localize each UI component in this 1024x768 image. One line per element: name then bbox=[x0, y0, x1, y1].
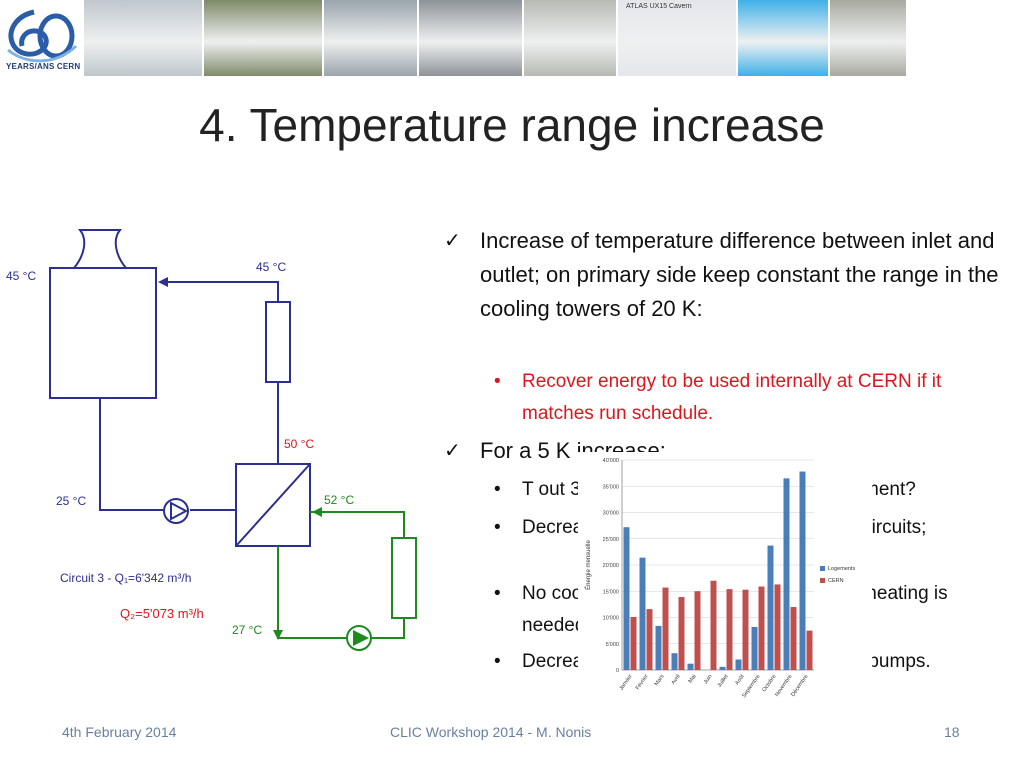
bar-logements bbox=[783, 478, 790, 670]
primary-filter bbox=[265, 301, 291, 383]
tunnel-photo bbox=[419, 0, 522, 76]
bar-cern bbox=[646, 609, 653, 670]
bar-cern bbox=[790, 607, 797, 670]
checkmark-icon: ✓ bbox=[444, 230, 461, 252]
bar-cern bbox=[726, 589, 733, 670]
y-tick-label: 40'000 bbox=[603, 458, 619, 464]
x-tick-label: Avril bbox=[671, 674, 682, 686]
y-tick-label: 5'000 bbox=[606, 642, 619, 648]
energy-chart: 0 5'000 10'000 15'000 20'000 25'000 30'000 35'0… bbox=[578, 452, 872, 710]
bar-cern bbox=[806, 630, 813, 670]
bar-cern bbox=[758, 586, 765, 670]
temp-hx-mid: 50 °C bbox=[284, 437, 314, 451]
y-tick-label: 30'000 bbox=[603, 511, 619, 517]
temp-hx-top: 45 °C bbox=[256, 260, 286, 274]
vessels-photo bbox=[524, 0, 616, 76]
bullet-text: Increase of temperature difference betwe… bbox=[480, 228, 999, 321]
cavern-drawing: ATLAS UX15 Cavern bbox=[618, 0, 736, 76]
secondary-filter bbox=[391, 537, 417, 619]
x-tick-label: Juillet bbox=[717, 673, 730, 688]
legend-label: CERN bbox=[828, 578, 844, 584]
y-tick-label: 10'000 bbox=[603, 616, 619, 622]
bar-cern bbox=[774, 584, 781, 670]
sub-bullet-text: Recover energy to be used internally at … bbox=[522, 371, 942, 424]
page-title: 4. Temperature range increase bbox=[199, 99, 825, 151]
y-tick-label: 35'000 bbox=[603, 484, 619, 490]
x-tick-label: Mai bbox=[688, 674, 698, 685]
x-tick-label: Juin bbox=[703, 674, 714, 686]
cavern-label: ATLAS UX15 Cavern bbox=[626, 3, 692, 10]
bar-logements bbox=[799, 471, 806, 670]
bullet-dot-icon: • bbox=[494, 371, 501, 392]
bar-cern bbox=[630, 616, 637, 670]
logo-caption: YEARS/ANS CERN bbox=[6, 62, 81, 71]
pumps-photo bbox=[204, 0, 322, 76]
bar-logements bbox=[655, 625, 662, 670]
checkmark-icon: ✓ bbox=[444, 440, 461, 462]
bullet-dot-icon: • bbox=[494, 583, 501, 604]
y-tick-label: 20'000 bbox=[603, 563, 619, 569]
x-tick-label: Octobre bbox=[761, 674, 777, 693]
bar-cern bbox=[742, 589, 749, 670]
temp-tower-outlet: 45 °C bbox=[6, 269, 36, 283]
y-tick-label: 15'000 bbox=[603, 589, 619, 595]
bar-logements bbox=[639, 557, 646, 670]
bar-logements bbox=[751, 626, 758, 670]
bar-logements bbox=[671, 653, 678, 670]
flow-arrow-primary bbox=[158, 277, 168, 287]
bar-logements bbox=[719, 666, 726, 670]
pump-station-photo bbox=[830, 0, 906, 76]
energy-chart-svg: 0 5'000 10'000 15'000 20'000 25'000 30'000 35'0… bbox=[585, 458, 855, 699]
bar-logements bbox=[767, 545, 774, 670]
x-tick-label: Août bbox=[734, 673, 746, 686]
heat-exchanger bbox=[235, 463, 311, 547]
primary-circuit bbox=[99, 281, 279, 511]
temp-return: 25 °C bbox=[56, 494, 86, 508]
cern-60-logo: YEARS/ANS CERN bbox=[0, 0, 82, 76]
footer-date: 4th February 2014 bbox=[62, 724, 177, 740]
temp-secondary-in: 52 °C bbox=[324, 493, 354, 507]
x-tick-label: Janvier bbox=[619, 674, 634, 692]
cooling-tower bbox=[49, 229, 157, 399]
bar-cern bbox=[710, 580, 717, 670]
q2-label: Q₂=5'073 m³/h bbox=[120, 606, 204, 621]
cooling-towers-photo bbox=[84, 0, 202, 76]
bar-cern bbox=[662, 587, 669, 670]
legend-label: Logements bbox=[828, 566, 855, 572]
y-axis-label: Énergie mensuelle bbox=[585, 539, 592, 589]
cooling-circuit-diagram: 45 °C 45 °C 50 °C 25 °C 52 °C 27 °C Circ… bbox=[6, 229, 417, 651]
bar-logements bbox=[623, 527, 630, 670]
primary-pump bbox=[163, 498, 189, 524]
bar-logements bbox=[735, 659, 742, 670]
bar-logements bbox=[687, 663, 694, 670]
y-tick-label: 0 bbox=[616, 668, 619, 674]
legend-swatch bbox=[820, 566, 825, 571]
simulation-photo bbox=[738, 0, 828, 76]
bullet-dot-icon: • bbox=[494, 517, 501, 538]
header-banner: YEARS/ANS CERN ATLAS UX15 Cavern bbox=[0, 0, 1024, 76]
bullet-dot-icon: • bbox=[494, 651, 501, 672]
circuit-label: Circuit 3 - Q₁=6'342 m³/h bbox=[60, 571, 191, 585]
flow-arrow-secondary-in bbox=[312, 507, 322, 517]
secondary-pump bbox=[346, 625, 372, 651]
x-tick-label: Mars bbox=[654, 674, 666, 688]
page-number: 18 bbox=[944, 724, 960, 740]
flow-arrow-secondary-out bbox=[273, 630, 283, 640]
bullet-dot-icon: • bbox=[494, 479, 501, 500]
bar-cern bbox=[694, 591, 701, 670]
bar-cern bbox=[678, 597, 685, 670]
legend-swatch bbox=[820, 578, 825, 583]
temp-secondary-out: 27 °C bbox=[232, 623, 262, 637]
tower-roof-photo bbox=[324, 0, 417, 76]
footer-center: CLIC Workshop 2014 - M. Nonis bbox=[390, 724, 592, 740]
x-tick-label: Février bbox=[635, 674, 650, 692]
y-tick-label: 25'000 bbox=[603, 537, 619, 543]
